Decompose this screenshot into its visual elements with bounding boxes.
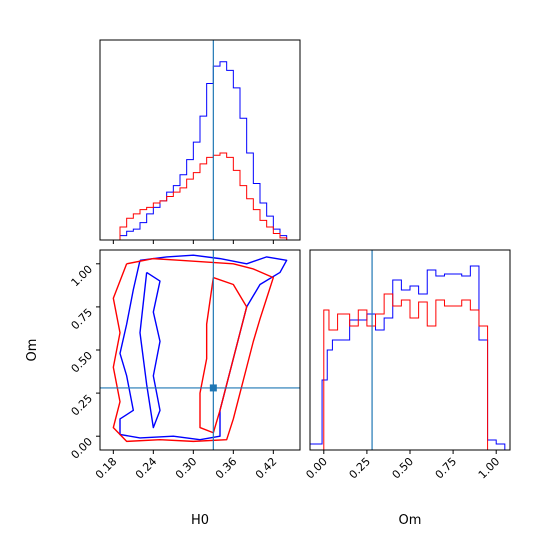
contour-ytick-label-1: 0.25 [69,392,96,419]
contour-xtick-label-3: 0.36 [213,455,240,482]
contour-ytick-label-0: 0.00 [69,435,96,462]
h0-hist-series-1 [119,152,288,240]
om-hist-series-1 [323,293,497,450]
contour-ytick-label-4: 1.00 [69,263,96,290]
om-histogram-panel: 0.00 0.25 0.50 0.75 1.00 [303,249,511,482]
contour-ytick-label-2: 0.50 [69,349,96,376]
contour-line-3 [199,276,248,434]
om-xtick-label-4: 1.00 [476,455,503,482]
x-axis-label-om: Om [399,513,422,528]
h0-om-contour-panel: 0.18 0.24 0.30 0.36 0.42 0.00 0.25 0.50 0.75 1.00 [69,249,301,482]
om-xtick-label-2: 0.50 [390,455,417,482]
om-xtick-label-1: 0.25 [347,455,374,482]
y-axis-label-om: Om [25,339,40,362]
h0-hist-series-0 [119,61,288,240]
contour-xtick-label-2: 0.30 [173,455,200,482]
om-hist-frame [309,249,511,451]
om-hist-series-0 [310,265,506,450]
om-xtick-label-3: 0.75 [433,455,460,482]
h0-hist-frame [99,39,301,241]
contour-ytick-label-3: 0.75 [69,306,96,333]
contour-truth-marker [209,384,217,392]
x-axis-label-h0: H0 [191,513,209,528]
contour-xtick-label-4: 0.42 [253,455,280,482]
contour-line-1 [139,271,161,429]
om-xtick-label-0: 0.00 [303,455,330,482]
contour-xtick-label-1: 0.24 [133,455,160,482]
contour-line-2 [112,257,275,443]
h0-histogram-panel [99,39,301,244]
contour-xtick-label-0: 0.18 [93,455,120,482]
